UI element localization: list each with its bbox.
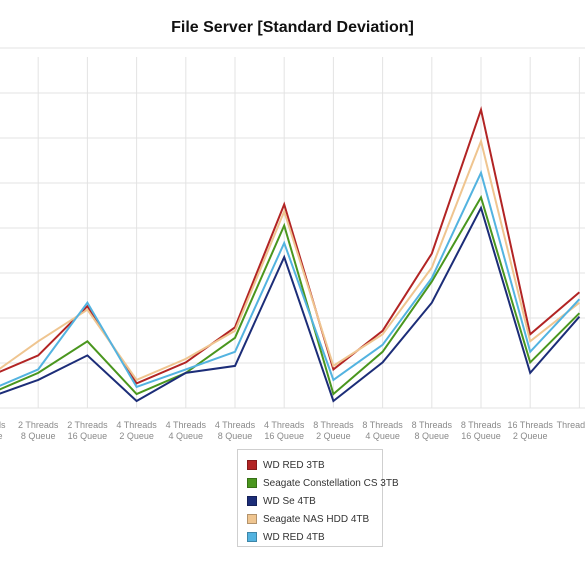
x-tick-label: 8 Threads [412, 420, 453, 430]
x-tick-label: 16 Queue [264, 431, 304, 441]
legend-swatch [247, 478, 257, 488]
x-tick-label: 4 Queue [365, 431, 400, 441]
x-tick-label: 8 Queue [21, 431, 56, 441]
x-tick-label: 16 Threads [508, 420, 554, 430]
x-tick-label: 2 Queue [513, 431, 548, 441]
legend-label: Seagate Constellation CS 3TB [263, 477, 399, 489]
x-tick-label: 8 Queue [218, 431, 253, 441]
series-line-2 [0, 194, 581, 396]
x-tick-label: 16 Queue [68, 431, 108, 441]
x-tick-label: 2 Queue [316, 431, 351, 441]
series-line-4 [0, 137, 581, 382]
legend-label: WD RED 3TB [263, 459, 325, 471]
x-tick-label: 4 Threads [264, 420, 305, 430]
x-tick-label: 4 Threads [116, 420, 157, 430]
legend-item[interactable]: Seagate NAS HDD 4TB [247, 512, 369, 526]
series-lines [0, 105, 581, 403]
legend-item[interactable]: WD RED 3TB [247, 458, 325, 472]
x-tick-label: 16 Queue [461, 431, 501, 441]
legend-item[interactable]: WD RED 4TB [247, 530, 325, 544]
legend-swatch [247, 460, 257, 470]
x-tick-label: 8 Queue [415, 431, 450, 441]
x-tick-label: 2 Queue [119, 431, 154, 441]
series-line-5 [0, 169, 581, 389]
legend-swatch [247, 514, 257, 524]
legend-label: Seagate NAS HDD 4TB [263, 513, 370, 525]
x-tick-label: 8 Threads [362, 420, 403, 430]
x-tick-label: Threads 16 [557, 420, 585, 430]
legend-swatch [247, 532, 257, 542]
legend: WD RED 3TB Seagate Constellation CS 3TB WD… [237, 449, 399, 547]
x-tick-label: 4 Threads [166, 420, 207, 430]
x-tick-label: Threads [0, 420, 6, 430]
x-tick-label: 2 Threads [18, 420, 59, 430]
x-tick-label: 4 Threads [215, 420, 256, 430]
series-line-1 [0, 105, 581, 385]
x-tick-label: 2 Threads [67, 420, 108, 430]
grid [0, 47, 585, 409]
x-tick-label: 4 Queue [169, 431, 204, 441]
legend-item[interactable]: WD Se 4TB [247, 494, 316, 508]
series-line-3 [0, 205, 581, 403]
legend-label: WD RED 4TB [263, 531, 325, 543]
legend-label: WD Se 4TB [263, 495, 316, 507]
legend-item[interactable]: Seagate Constellation CS 3TB [247, 476, 399, 490]
x-tick-label: Queue [0, 431, 3, 441]
legend-swatch [247, 496, 257, 506]
x-tick-label: 8 Threads [313, 420, 354, 430]
chart-title: File Server [Standard Deviation] [171, 19, 414, 36]
x-tick-label: 8 Threads [461, 420, 502, 430]
